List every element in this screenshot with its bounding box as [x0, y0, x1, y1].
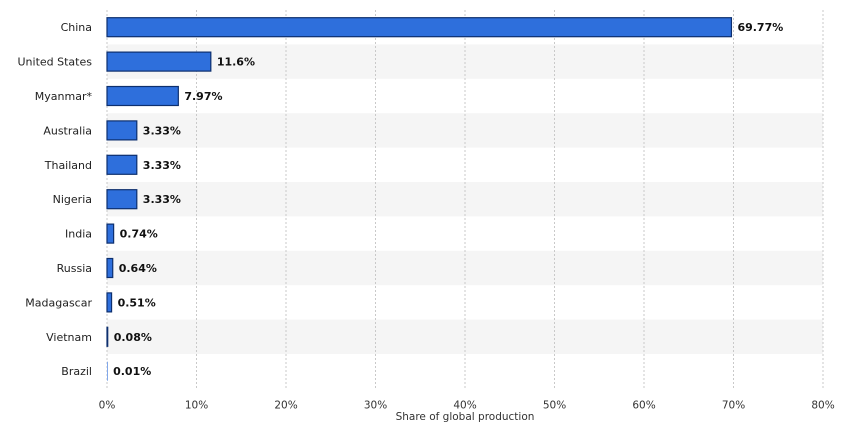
row-stripe	[107, 319, 823, 354]
value-label: 7.97%	[184, 90, 222, 103]
bars	[106, 17, 733, 381]
value-label: 0.74%	[120, 228, 158, 241]
value-labels: 69.77% 11.6% 7.97% 3.33% 3.33% 3.33% 0.74% 0.64…	[113, 21, 783, 378]
bar	[106, 326, 109, 347]
row-stripe	[107, 44, 823, 79]
value-label: 3.33%	[143, 124, 181, 137]
category-label: Madagascar	[25, 296, 92, 309]
x-tick-label: 30%	[364, 399, 387, 411]
category-labels: China United States Myanmar* Australia Thail…	[18, 21, 93, 378]
x-axis-ticks: 0% 10% 20% 30% 40% 50% 60% 70% 80%	[99, 399, 835, 411]
value-label: 0.64%	[119, 262, 157, 275]
bar	[107, 361, 108, 381]
category-label: United States	[18, 56, 93, 69]
category-label: Thailand	[44, 159, 92, 172]
bar	[106, 257, 114, 279]
category-label: Vietnam	[46, 331, 92, 344]
bar	[106, 85, 179, 107]
category-label: Myanmar*	[35, 90, 93, 103]
bar	[106, 292, 113, 313]
bar	[106, 154, 138, 175]
category-label: Brazil	[61, 365, 92, 378]
value-label: 69.77%	[737, 21, 783, 34]
x-tick-label: 10%	[185, 399, 208, 411]
bar	[106, 223, 115, 244]
x-tick-label: 20%	[274, 399, 297, 411]
value-label: 11.6%	[217, 56, 255, 69]
x-tick-label: 50%	[543, 399, 566, 411]
bar	[106, 51, 212, 72]
bar	[106, 120, 138, 141]
value-label: 3.33%	[143, 193, 181, 206]
x-axis-title: Share of global production	[396, 411, 535, 423]
value-label: 0.08%	[114, 331, 152, 344]
category-label: Russia	[57, 262, 92, 275]
value-label: 0.51%	[118, 296, 156, 309]
category-label: Australia	[43, 124, 92, 137]
bar	[106, 189, 138, 210]
x-tick-label: 60%	[632, 399, 655, 411]
value-label: 0.01%	[113, 365, 151, 378]
category-label: Nigeria	[53, 193, 92, 206]
x-tick-label: 0%	[99, 399, 116, 411]
value-label: 3.33%	[143, 159, 181, 172]
x-tick-label: 40%	[453, 399, 476, 411]
category-label: China	[61, 21, 92, 34]
x-tick-label: 80%	[811, 399, 834, 411]
bar	[106, 17, 733, 38]
x-tick-label: 70%	[722, 399, 745, 411]
category-label: India	[65, 228, 92, 241]
